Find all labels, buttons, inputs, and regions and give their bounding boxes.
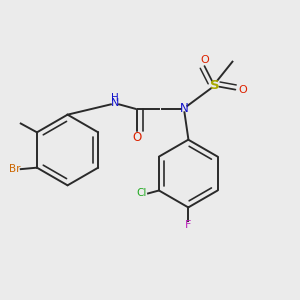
Text: Cl: Cl	[136, 188, 146, 198]
Text: Br: Br	[9, 164, 21, 174]
Text: F: F	[185, 220, 191, 230]
Text: N: N	[179, 102, 188, 115]
Text: H: H	[111, 93, 119, 103]
Text: O: O	[132, 131, 141, 144]
Text: S: S	[210, 79, 220, 92]
Text: N: N	[110, 98, 119, 108]
Text: O: O	[200, 55, 209, 64]
Text: O: O	[238, 85, 247, 94]
